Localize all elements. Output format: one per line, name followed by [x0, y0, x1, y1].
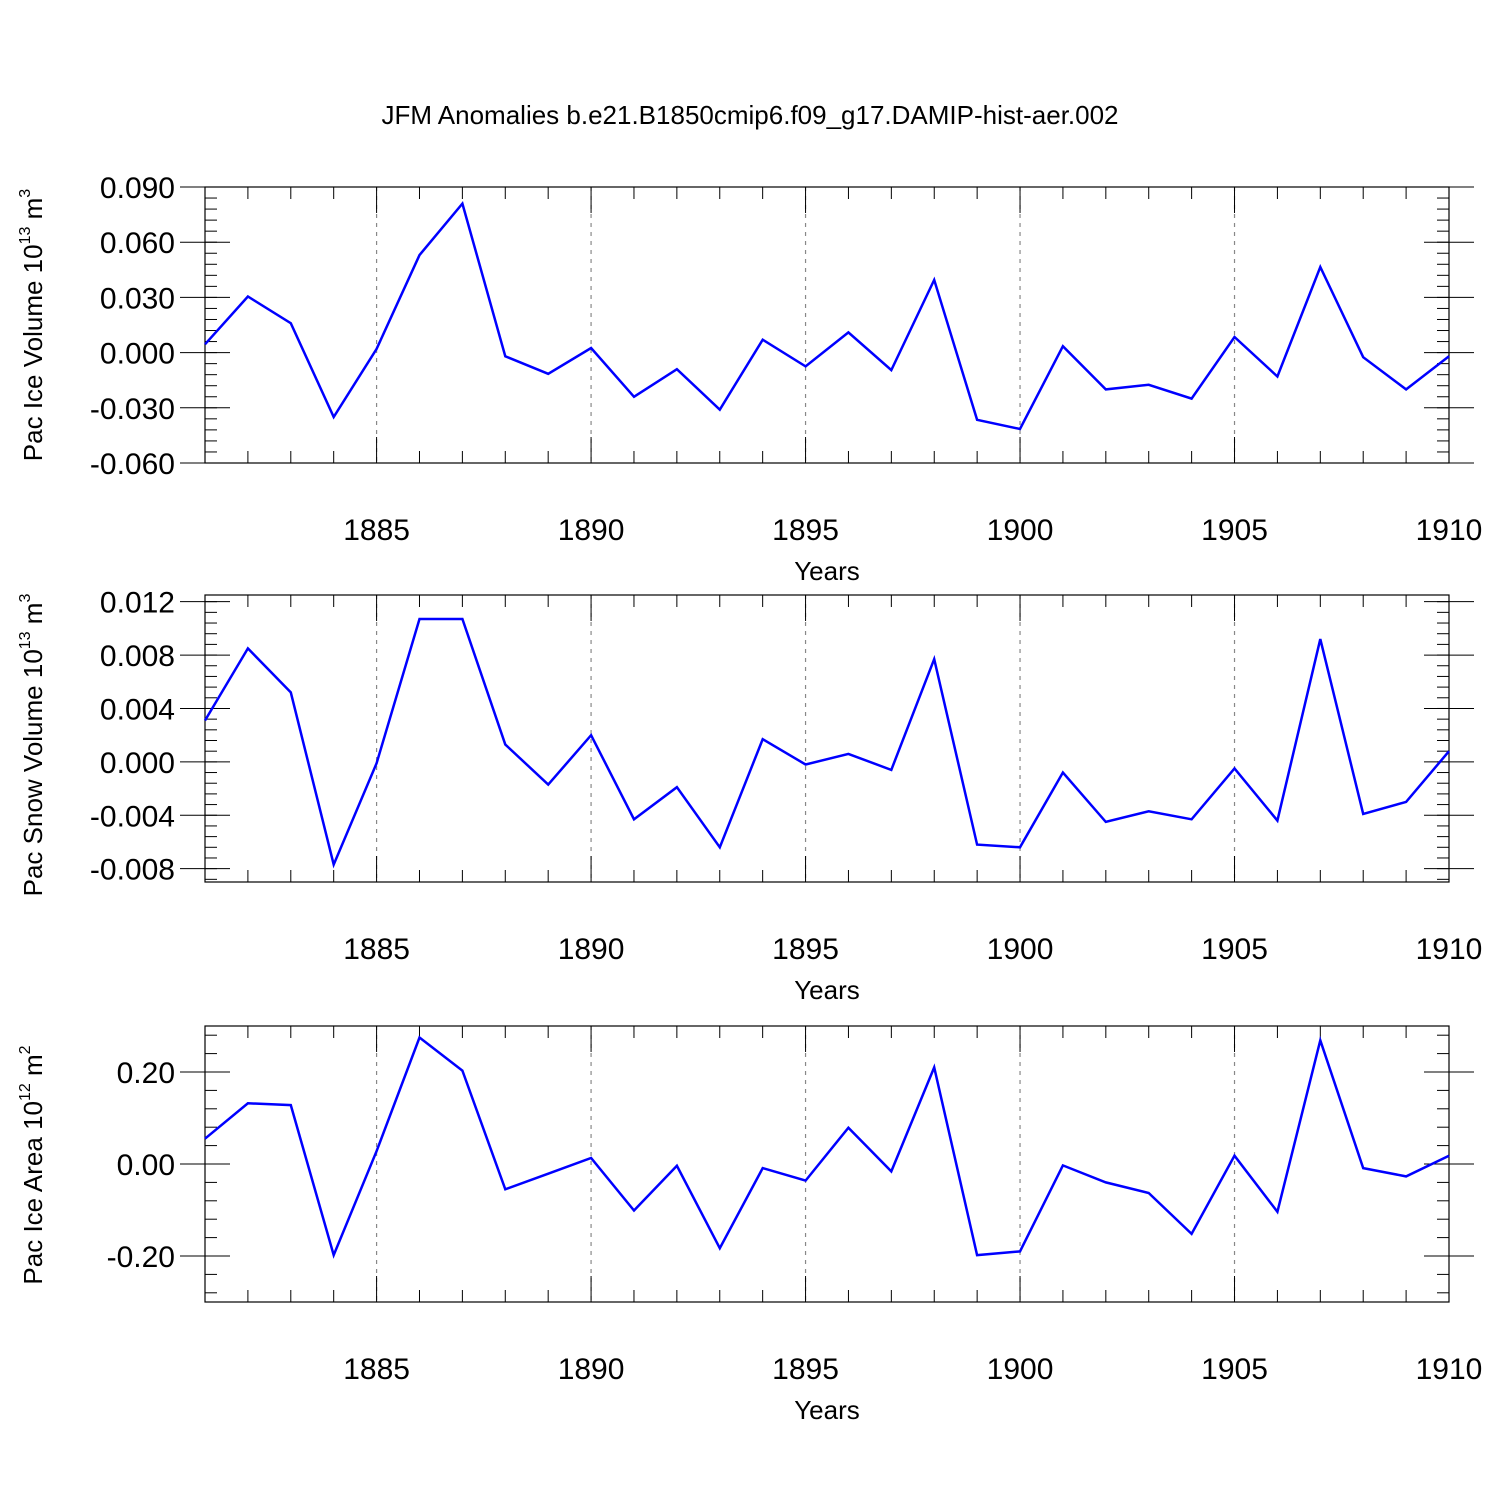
x-tick-label: 1890 — [558, 933, 625, 966]
chart-title: JFM Anomalies b.e21.B1850cmip6.f09_g17.D… — [381, 100, 1118, 130]
series-line-1 — [204, 1035, 1450, 1259]
plot-frame — [204, 594, 1450, 883]
y-tick-label: 0.008 — [100, 640, 175, 673]
plot-frame — [204, 1025, 1450, 1303]
y-tick-label: 0.090 — [100, 172, 175, 205]
panel-3: -0.20 0.00 0.20 1885 1890 1895 1900 1905 1910 Yea… — [17, 1025, 1483, 1425]
y-tick-label: 0.000 — [100, 338, 175, 371]
x-tick-label: 1910 — [1416, 933, 1483, 966]
y-tick-label: 0.030 — [100, 282, 175, 315]
x-tick-label: 1885 — [343, 1353, 410, 1386]
x-tick-label: 1900 — [987, 933, 1054, 966]
plot-frame — [204, 186, 1450, 464]
x-axis-label: Years — [794, 1395, 860, 1425]
x-tick-label: 1900 — [987, 1353, 1054, 1386]
x-tick-label: 1900 — [987, 514, 1054, 547]
x-tick-label: 1885 — [343, 933, 410, 966]
y-tick-label: -0.030 — [90, 393, 175, 426]
x-tick-label: 1910 — [1416, 514, 1483, 547]
x-tick-label: 1895 — [772, 514, 839, 547]
y-tick-label: 0.000 — [100, 747, 175, 780]
x-tick-label: 1905 — [1201, 514, 1268, 547]
y-tick-label: 0.20 — [117, 1057, 175, 1090]
y-tick-label: 0.00 — [117, 1149, 175, 1182]
y-tick-label: -0.008 — [90, 854, 175, 887]
x-axis-label: Years — [794, 975, 860, 1005]
y-tick-label: -0.004 — [90, 800, 175, 833]
x-tick-label: 1890 — [558, 1353, 625, 1386]
panels: -0.060 -0.030 0.000 0.030 0.060 0.090 1885 1890… — [17, 172, 1482, 1425]
x-tick-label: 1890 — [558, 514, 625, 547]
y-tick-label: 0.012 — [100, 587, 175, 620]
y-axis-label: Pac Snow Volume 1013 m3 — [17, 594, 48, 897]
series-line-1 — [203, 617, 1450, 869]
y-tick-label: -0.060 — [90, 448, 175, 481]
y-tick-label: 0.004 — [100, 693, 175, 726]
x-tick-label: 1895 — [772, 1353, 839, 1386]
y-axis-label: Pac Ice Volume 1013 m3 — [17, 189, 48, 462]
series-line-1 — [204, 200, 1450, 431]
x-tick-label: 1905 — [1201, 933, 1268, 966]
y-axis-label: Pac Ice Area 1012 m2 — [17, 1045, 48, 1284]
panel-2: -0.008 -0.004 0.000 0.004 0.008 0.012 1885 1890… — [17, 587, 1482, 1005]
y-tick-label: -0.20 — [107, 1241, 175, 1274]
x-tick-label: 1885 — [343, 514, 410, 547]
panel-1: -0.060 -0.030 0.000 0.030 0.060 0.090 1885 1890… — [17, 172, 1482, 586]
x-tick-label: 1910 — [1416, 1353, 1483, 1386]
x-axis-label: Years — [794, 556, 860, 586]
y-tick-label: 0.060 — [100, 227, 175, 260]
x-tick-label: 1905 — [1201, 1353, 1268, 1386]
x-tick-label: 1895 — [772, 933, 839, 966]
